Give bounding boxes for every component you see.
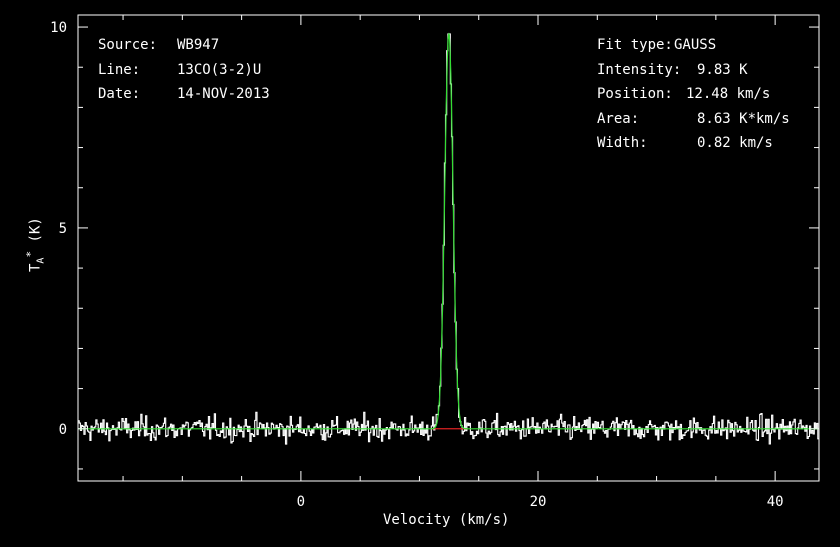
x-tick-label: 20 xyxy=(530,494,547,510)
y-axis-label: TA* (K) xyxy=(24,217,47,272)
position-value: 12.48 km/s xyxy=(686,86,771,102)
y-tick-label: 5 xyxy=(59,221,67,237)
position-label: Position: xyxy=(597,86,673,102)
width-value: 0.82 km/s xyxy=(697,135,773,151)
fit-type-value: GAUSS xyxy=(674,37,717,53)
x-tick-label: 40 xyxy=(767,494,784,510)
ticks-layer: 0 20 40 0 5 10 xyxy=(50,15,819,510)
line-value: 13CO(3-2)U xyxy=(177,62,262,78)
plot-frame xyxy=(77,14,820,482)
series-layer xyxy=(78,32,819,445)
y-tick-label: 0 xyxy=(59,422,67,438)
x-axis-label: Velocity (km/s) xyxy=(383,512,510,528)
line-label: Line: xyxy=(98,62,141,78)
source-value: WB947 xyxy=(177,37,220,53)
date-label: Date: xyxy=(98,86,141,102)
intensity-label: Intensity: xyxy=(597,62,682,78)
width-label: Width: xyxy=(597,135,648,151)
source-label: Source: xyxy=(98,37,158,53)
date-value: 14-NOV-2013 xyxy=(177,86,270,102)
y-tick-label: 10 xyxy=(50,20,67,36)
intensity-value: 9.83 K xyxy=(697,62,748,78)
x-tick-label: 0 xyxy=(297,494,305,510)
area-value: 8.63 K*km/s xyxy=(697,111,790,127)
fit-type-label: Fit type: xyxy=(597,37,673,53)
gaussian-fit-line xyxy=(78,32,819,430)
area-label: Area: xyxy=(597,111,640,127)
